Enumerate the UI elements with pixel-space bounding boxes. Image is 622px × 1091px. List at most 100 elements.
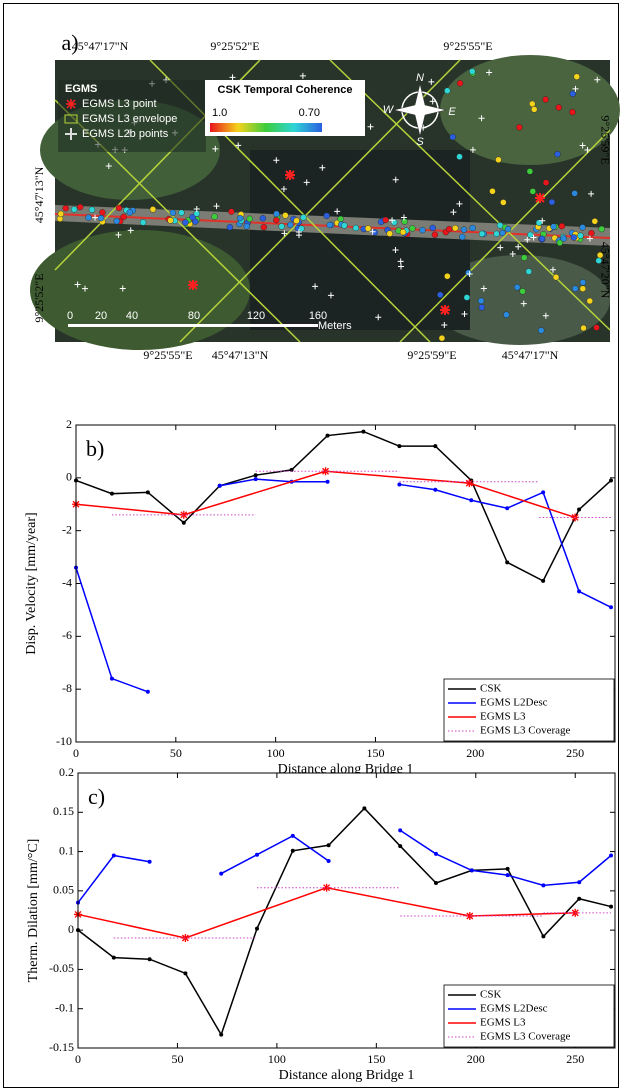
l2b-point (281, 230, 288, 237)
coherence-point (70, 206, 78, 213)
marker (181, 934, 190, 942)
x-axis-label: Distance along Bridge 1 (279, 1068, 415, 1083)
coherence-point (438, 334, 446, 342)
coherence-point (478, 304, 485, 311)
coherence-point (226, 224, 234, 231)
l2b-point (456, 200, 463, 207)
coherence-point (531, 106, 538, 113)
marker (541, 883, 546, 888)
marker (505, 866, 510, 871)
coherence-point (326, 221, 333, 229)
marker (322, 883, 331, 892)
coherence-point (189, 213, 196, 221)
axes-box (77, 772, 616, 1049)
map-label: 9°25'59"E (407, 348, 456, 362)
x-tick-label: 250 (566, 746, 584, 760)
colorbar-label: 0.70 (299, 107, 320, 119)
coherence-point (493, 230, 500, 238)
coherence-point (469, 68, 476, 75)
marker (325, 433, 330, 438)
coherence-point (76, 203, 84, 211)
series-line (77, 807, 612, 1037)
river (250, 150, 470, 330)
map-label: 9°25'55"E (443, 39, 492, 53)
y-tick-label: -6 (62, 628, 72, 642)
marker (362, 806, 367, 811)
l2b-point (392, 246, 399, 253)
marker (326, 859, 331, 863)
coherence-point (571, 190, 578, 197)
coherence-point (182, 219, 189, 226)
coherence-point (431, 231, 439, 238)
coherence-point (364, 225, 372, 232)
l2b-point (429, 98, 436, 105)
l2b-point (273, 157, 280, 164)
x-tick-label: 0 (73, 746, 79, 760)
marker (361, 429, 366, 434)
marker (181, 520, 186, 525)
scale-label: 20 (95, 310, 107, 322)
l2b-point (327, 292, 334, 299)
coherence-point (569, 90, 576, 97)
map-legend-title: EGMS (65, 83, 97, 95)
marker (434, 851, 438, 856)
coherence-point (341, 222, 348, 229)
coherence-points (56, 68, 605, 342)
marker (219, 1032, 224, 1037)
coherence-point (139, 219, 147, 226)
coherence-point (499, 229, 506, 237)
coherence-point (489, 188, 496, 195)
coherence-point (593, 324, 600, 331)
l2b-point (115, 231, 122, 238)
coherence-point (477, 297, 485, 305)
coherence-point (465, 269, 472, 276)
y-tick-label: 0 (68, 922, 74, 936)
l2b-point (375, 314, 382, 321)
y-tick-label: 0.2 (59, 765, 74, 779)
coherence-point (542, 96, 549, 103)
l2b-point (334, 208, 341, 215)
x-tick-label: 200 (467, 1052, 485, 1066)
coherence-point (579, 279, 587, 286)
marker (541, 934, 546, 939)
coherence-point (460, 226, 468, 233)
legend-label: EGMS L3 Coverage (480, 725, 571, 737)
map-legend (58, 80, 206, 152)
l3-point (535, 193, 545, 203)
l2b-point (572, 85, 579, 92)
legend-label: CSK (480, 989, 501, 1001)
coherence-point (456, 80, 464, 87)
legend-icon (64, 114, 78, 124)
marker (179, 510, 188, 519)
coherence-point (495, 156, 502, 163)
coherence-point (449, 133, 456, 141)
x-tick-label: 250 (566, 1052, 584, 1066)
coherence-point (591, 218, 599, 225)
l2b-point (428, 78, 435, 85)
scale-label: 40 (126, 310, 138, 322)
y-tick-label: -0.1 (55, 1000, 74, 1014)
series-line (75, 430, 612, 582)
coherence-point (167, 217, 174, 224)
coherence-point (228, 208, 235, 215)
map-label: 9°25'59"E (598, 115, 612, 164)
marker (505, 560, 510, 565)
marker (609, 853, 614, 858)
coherence-point (516, 124, 523, 131)
marker (433, 487, 438, 492)
coherence-point (558, 222, 566, 230)
coherence-point (287, 221, 294, 229)
l2b-point (303, 179, 310, 186)
legend-label: EGMS L3 (480, 711, 526, 723)
marker (469, 868, 474, 873)
l2b-point (193, 205, 200, 212)
l2b-point (92, 214, 99, 221)
coherence-point (115, 204, 123, 212)
coherence-point (572, 285, 579, 292)
y-tick-label: 0.1 (59, 843, 74, 857)
marker (609, 605, 614, 610)
map-label: 45°47'17"N (502, 348, 559, 362)
coherence-point (469, 224, 476, 232)
colorbar (210, 123, 322, 132)
